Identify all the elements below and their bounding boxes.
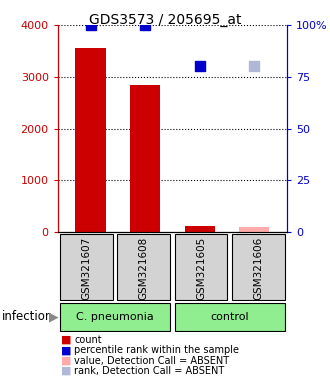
Text: infection: infection [2, 310, 53, 323]
Text: control: control [211, 312, 249, 322]
Point [143, 22, 148, 28]
Bar [239, 227, 269, 232]
Text: count: count [74, 335, 102, 345]
Bar [175, 234, 227, 300]
Bar [130, 84, 160, 232]
Text: ▶: ▶ [49, 310, 58, 323]
Bar [185, 225, 215, 232]
Text: ■: ■ [61, 356, 72, 366]
Bar [232, 234, 285, 300]
Text: GSM321605: GSM321605 [196, 237, 206, 300]
Bar [76, 48, 106, 232]
Point [197, 63, 202, 70]
Bar [60, 234, 113, 300]
Text: percentile rank within the sample: percentile rank within the sample [74, 345, 239, 355]
Point [88, 22, 93, 28]
Point [252, 63, 257, 70]
Bar [117, 234, 170, 300]
Text: GSM321607: GSM321607 [82, 237, 91, 300]
Text: GSM321606: GSM321606 [253, 237, 263, 300]
Text: ■: ■ [61, 366, 72, 376]
Text: ■: ■ [61, 335, 72, 345]
Text: value, Detection Call = ABSENT: value, Detection Call = ABSENT [74, 356, 229, 366]
Text: ■: ■ [61, 345, 72, 355]
Bar [175, 303, 285, 331]
Bar [60, 303, 170, 331]
Text: GDS3573 / 205695_at: GDS3573 / 205695_at [89, 13, 241, 27]
Text: rank, Detection Call = ABSENT: rank, Detection Call = ABSENT [74, 366, 224, 376]
Text: C. pneumonia: C. pneumonia [76, 312, 154, 322]
Text: GSM321608: GSM321608 [139, 237, 149, 300]
